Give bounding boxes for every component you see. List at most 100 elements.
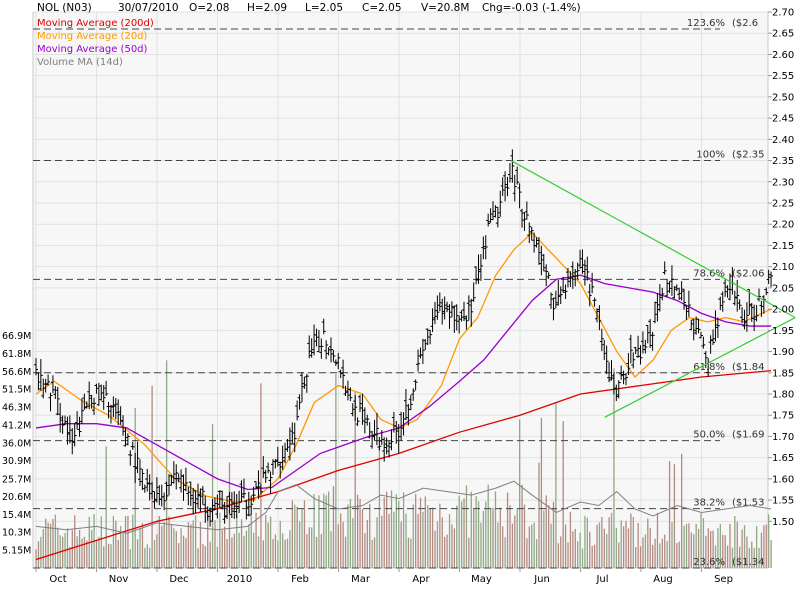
fib-label-1: 100% — [696, 150, 725, 161]
volume-tick-label-7: 30.9M — [2, 456, 31, 467]
volume-bar — [615, 527, 618, 568]
volume-bar — [436, 521, 439, 568]
volume-bar — [538, 462, 540, 568]
volume-bar — [755, 526, 758, 568]
volume-bar — [656, 512, 659, 568]
volume-bar — [485, 501, 487, 568]
volume-bar — [659, 543, 661, 568]
volume-bar — [390, 490, 393, 568]
volume-bar — [477, 501, 480, 568]
volume-bar — [356, 494, 359, 568]
volume-bar — [269, 516, 272, 568]
volume-tick-label-2: 56.6M — [2, 367, 31, 378]
volume-bar — [349, 498, 352, 568]
volume-bar — [74, 515, 76, 568]
volume-bar — [734, 516, 736, 568]
volume-bar — [207, 513, 209, 568]
volume-bar — [751, 541, 753, 568]
volume-bars — [35, 360, 772, 568]
volume-bar — [606, 533, 608, 568]
month-label-10: Aug — [653, 574, 673, 585]
price-tick-label-14: 2.00 — [772, 305, 794, 316]
price-tick-label-1: 2.65 — [772, 29, 794, 40]
volume-bar — [236, 514, 238, 568]
header-close: C=2.05 — [362, 2, 402, 14]
volume-bar — [224, 526, 226, 568]
volume-bar — [688, 523, 690, 568]
volume-bar — [296, 506, 298, 568]
volume-bar — [115, 520, 117, 568]
volume-bar — [533, 522, 535, 568]
volume-bar — [555, 402, 557, 568]
volume-bar — [49, 523, 52, 568]
volume-bar — [509, 505, 511, 568]
volume-bar — [347, 504, 349, 568]
volume-bar — [560, 536, 562, 568]
header-volume: V=20.8M — [421, 2, 469, 14]
volume-bar — [340, 513, 342, 568]
volume-bar — [216, 546, 219, 568]
volume-bar — [132, 514, 134, 568]
volume-bar — [318, 495, 320, 568]
volume-bar — [760, 532, 763, 568]
volume-bar — [410, 538, 412, 568]
volume-bar — [286, 538, 289, 568]
month-label-3: 2010 — [227, 574, 252, 585]
volume-bar — [480, 522, 482, 568]
volume-bar — [429, 507, 431, 568]
volume-bar — [376, 517, 378, 568]
volume-bar — [250, 516, 252, 568]
volume-bar — [685, 523, 688, 568]
volume-bar — [722, 534, 724, 568]
volume-bar — [282, 533, 284, 568]
volume-bar — [257, 536, 260, 568]
volume-bar — [52, 518, 54, 568]
volume-bar — [545, 495, 547, 568]
volume-bar — [654, 538, 656, 568]
price-tick-label-8: 2.30 — [772, 177, 794, 188]
volume-bar — [574, 528, 576, 568]
volume-bar — [182, 535, 185, 568]
volume-bar — [519, 419, 521, 568]
volume-bar — [562, 421, 564, 568]
volume-bar — [238, 532, 240, 568]
volume-bar — [489, 507, 492, 568]
price-tick-label-23: 1.55 — [772, 496, 794, 507]
volume-bar — [105, 446, 107, 568]
volume-bar — [417, 514, 419, 568]
volume-bar — [739, 546, 741, 568]
volume-bar — [231, 537, 233, 568]
volume-bar — [516, 509, 518, 568]
volume-bar — [758, 547, 760, 568]
price-bars — [34, 149, 774, 527]
price-tick-label-9: 2.25 — [772, 198, 794, 209]
volume-bar — [253, 532, 255, 568]
volume-bar — [144, 548, 146, 568]
month-label-4: Feb — [291, 574, 309, 585]
volume-bar — [233, 533, 235, 568]
volume-bar — [581, 548, 584, 568]
fib-label-4: 50.0% — [693, 430, 725, 441]
volume-bar — [712, 530, 714, 568]
volume-bar — [514, 515, 516, 568]
volume-bar — [228, 462, 231, 568]
volume-bar — [112, 515, 115, 568]
volume-bar — [577, 541, 579, 568]
volume-bar — [564, 524, 567, 568]
month-label-8: Jun — [533, 574, 550, 585]
fib-price-4: ($1.69 — [732, 430, 765, 441]
volume-bar — [724, 535, 726, 568]
volume-bar — [272, 539, 274, 568]
volume-bar — [311, 527, 313, 568]
volume-bar — [136, 539, 139, 568]
legend-volume-ma: Volume MA (14d) — [37, 57, 123, 68]
price-tick-label-15: 1.95 — [772, 326, 794, 337]
volume-bar — [386, 491, 388, 568]
volume-bar — [153, 539, 156, 568]
volume-bar — [622, 526, 625, 568]
volume-tick-label-12: 5.15M — [2, 546, 31, 557]
volume-bar — [42, 528, 44, 568]
volume-bar — [381, 515, 383, 568]
volume-bar — [627, 528, 630, 568]
volume-bar — [424, 496, 426, 568]
